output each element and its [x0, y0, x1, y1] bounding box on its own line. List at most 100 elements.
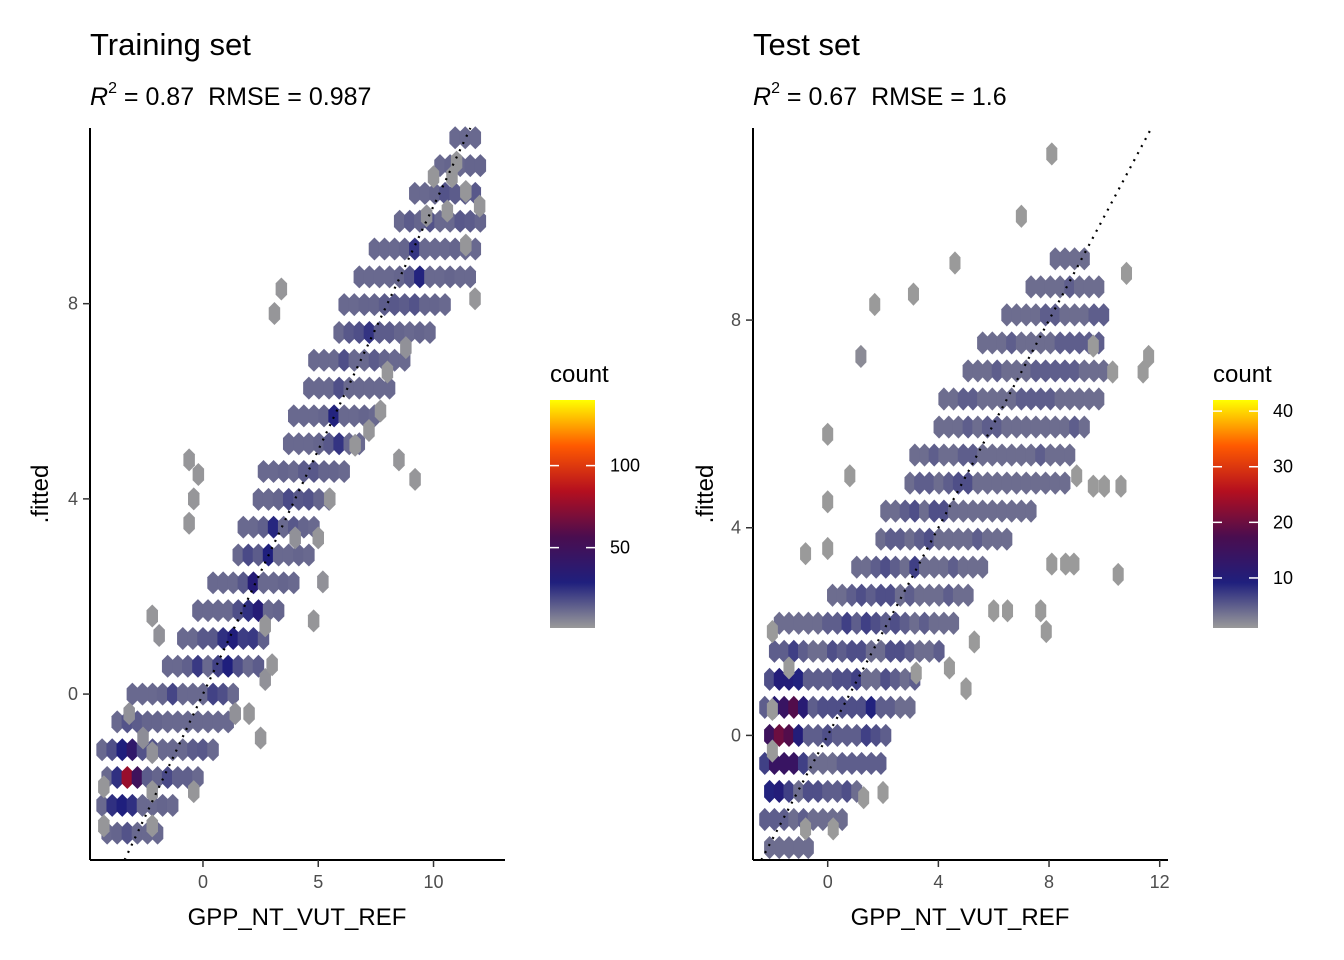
hex-bin — [865, 639, 877, 663]
hex-bin — [827, 695, 839, 719]
hex-bin — [860, 667, 872, 691]
hex-bin — [909, 499, 921, 523]
hex-bin — [822, 490, 834, 514]
hex-bin — [836, 583, 848, 607]
hex-bin — [957, 443, 969, 467]
hex-bin — [812, 611, 824, 635]
hex-bin — [885, 695, 897, 719]
hex-bin — [1059, 359, 1071, 383]
hex-bin — [943, 415, 955, 439]
hex-bin — [166, 793, 179, 817]
hex-bin — [414, 320, 426, 344]
hex-bin — [383, 265, 396, 289]
hex-bin — [1059, 471, 1071, 495]
hex-bin — [1059, 247, 1071, 271]
hex-bin — [831, 667, 843, 691]
hex-bin — [865, 751, 877, 776]
hex-bin — [307, 609, 320, 633]
hex-bin — [1064, 387, 1076, 411]
hex-bin — [800, 542, 812, 566]
hex-bin — [1083, 275, 1095, 299]
hex-bin — [793, 835, 805, 860]
hex-bin — [262, 487, 275, 511]
hex-bin — [899, 499, 911, 523]
hex-bin — [907, 282, 919, 306]
hex-bin — [943, 471, 955, 495]
hex-bin — [188, 487, 200, 511]
hex-bin — [121, 766, 134, 790]
hex-bin — [368, 348, 381, 372]
hex-bin — [933, 415, 945, 439]
hex-bin — [952, 415, 964, 439]
hex-bin — [797, 639, 809, 663]
y-tick-label: 0 — [68, 684, 78, 704]
hex-bin — [1020, 303, 1032, 327]
hex-bin — [831, 723, 843, 747]
x-tick-label: 0 — [198, 872, 208, 892]
hex-bin — [800, 817, 812, 841]
hex-bin — [783, 611, 795, 635]
hex-bin — [1049, 471, 1061, 495]
hex-bin — [1069, 359, 1081, 383]
legend-break-label: 30 — [1273, 457, 1293, 477]
hex-bin — [282, 543, 295, 567]
hex-bin — [981, 359, 993, 383]
hex-bin — [802, 779, 814, 804]
hex-bin — [338, 348, 350, 372]
hex-bin — [131, 821, 144, 845]
hex-bin — [252, 487, 265, 511]
hex-bin — [268, 301, 281, 325]
hex-bin — [1001, 303, 1013, 327]
r2-value: = 0.87 — [117, 83, 194, 111]
hex-bin — [938, 443, 950, 467]
hex-bin — [817, 695, 829, 719]
hex-bin — [822, 779, 834, 804]
hex-bin — [303, 543, 315, 567]
hex-bin — [1046, 552, 1058, 576]
hex-bin — [202, 654, 214, 678]
hex-bin — [759, 751, 771, 776]
hex-bin — [338, 404, 350, 428]
hex-bin — [841, 611, 853, 635]
hex-bin — [266, 653, 278, 677]
x-axis-label: GPP_NT_VUT_REF — [188, 904, 407, 931]
hex-bin — [960, 677, 972, 701]
legend-colorbar — [1213, 400, 1258, 628]
hex-bin — [1040, 415, 1052, 439]
hex-bin — [914, 527, 926, 551]
hex-bin — [182, 654, 194, 678]
hex-bin — [822, 536, 834, 561]
hex-bin — [146, 682, 159, 706]
hex-bin — [136, 682, 149, 706]
hex-bin — [192, 462, 205, 486]
hex-bin — [768, 639, 780, 663]
hex-bin — [368, 237, 381, 261]
hex-bin — [880, 499, 892, 523]
hex-bin — [948, 555, 960, 579]
hex-bin — [393, 320, 406, 344]
r2-superscript: 2 — [771, 80, 780, 97]
hex-bin — [1020, 415, 1032, 439]
hex-bin — [1078, 247, 1090, 271]
hex-bin — [313, 432, 325, 456]
hex-bin — [450, 150, 463, 174]
hex-bin — [783, 656, 795, 680]
hex-bin — [1064, 331, 1076, 355]
hex-bin — [788, 751, 800, 776]
hex-bin — [880, 611, 892, 635]
hex-bin — [952, 527, 964, 551]
hex-bin — [957, 499, 969, 523]
hex-bin — [1098, 474, 1110, 498]
hex-bin — [328, 460, 340, 484]
hex-bin — [938, 555, 950, 579]
hex-bin — [237, 571, 250, 595]
hex-bin — [827, 817, 839, 841]
hex-bin — [202, 599, 214, 623]
hex-bin — [851, 555, 863, 579]
hex-bin — [1025, 331, 1037, 355]
hex-bin — [404, 209, 416, 233]
x-axis-label: GPP_NT_VUT_REF — [851, 904, 1070, 931]
hex-bin — [333, 376, 345, 400]
hex-bin — [923, 527, 935, 551]
hex-bin — [229, 702, 241, 726]
